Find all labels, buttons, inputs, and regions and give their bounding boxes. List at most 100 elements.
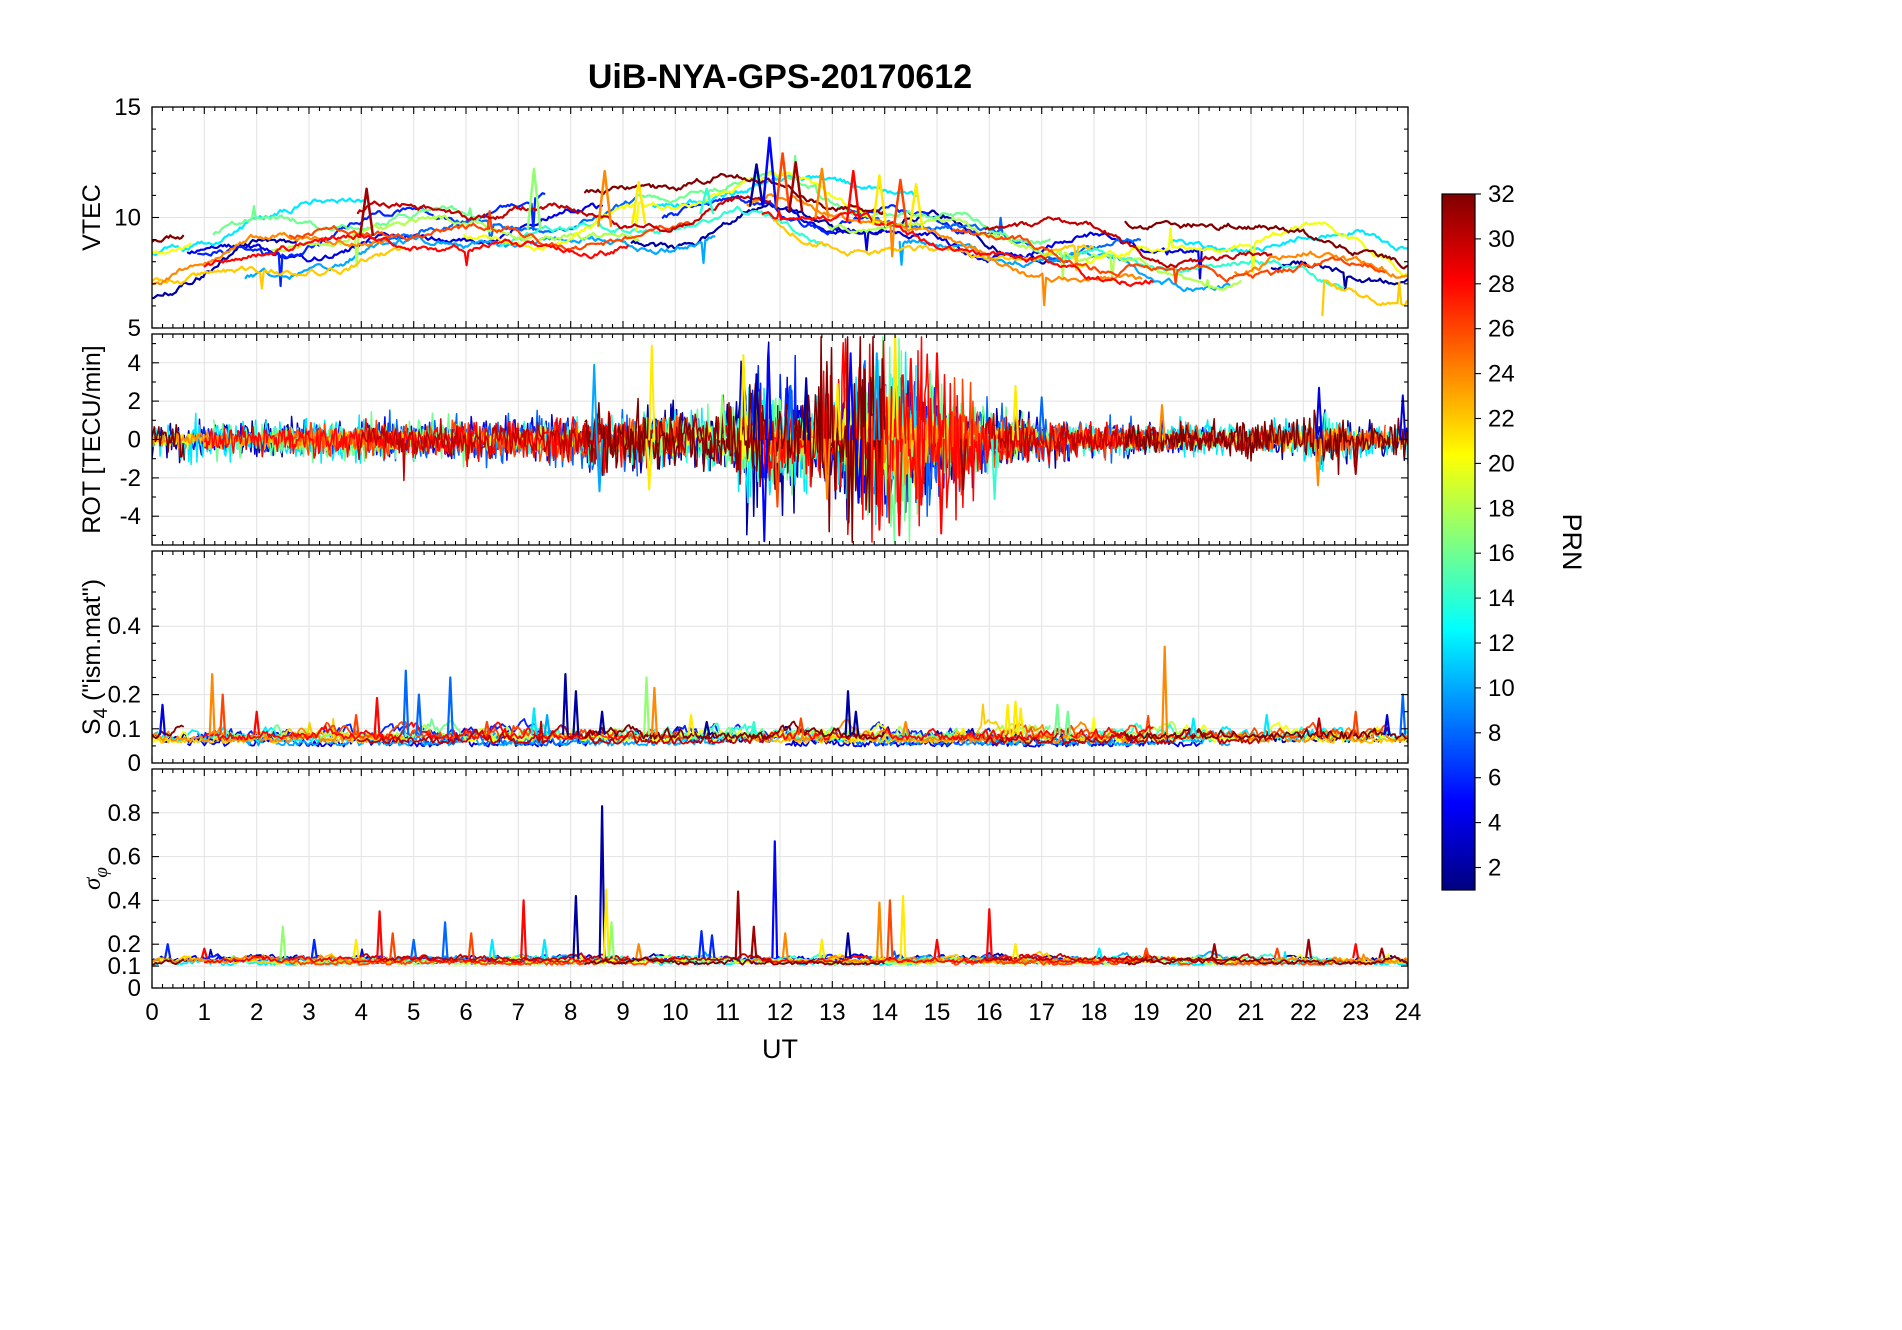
spike (752, 373, 761, 441)
spike (818, 938, 826, 959)
spike (483, 720, 491, 735)
spike (1315, 386, 1323, 441)
spike (833, 382, 842, 441)
y-tick-label: 0 (128, 750, 141, 777)
spike (854, 438, 863, 504)
spike (852, 710, 860, 735)
x-tick-label: 7 (512, 999, 525, 1026)
x-tick-label: 1 (198, 999, 211, 1026)
panel-vtec-box (151, 106, 1409, 329)
chart-title: UiB-NYA-GPS-20170612 (587, 58, 973, 96)
colorbar-tick-label: 22 (1488, 406, 1515, 433)
spike (902, 720, 910, 735)
panel-rot-ticks (151, 334, 1409, 545)
x-tick-label: 22 (1290, 999, 1317, 1026)
colorbar-tick-label: 18 (1488, 495, 1515, 522)
spike (1383, 714, 1391, 735)
panel-vtec-series (152, 136, 1408, 317)
spike (959, 438, 967, 491)
spike (892, 178, 908, 228)
spike (164, 943, 172, 959)
spike (488, 938, 496, 959)
spike (786, 384, 795, 441)
colorbar-tick-label: 16 (1488, 540, 1515, 567)
spike (845, 169, 861, 223)
spike (1142, 947, 1150, 959)
spike (748, 163, 764, 207)
x-tick-label: 18 (1081, 999, 1108, 1026)
spike (788, 161, 804, 212)
spike (572, 690, 580, 735)
y-tick-label: 0.6 (108, 844, 141, 871)
spike (598, 805, 606, 959)
colorbar-tick-label: 8 (1488, 720, 1501, 747)
spike (917, 438, 925, 506)
spike (876, 901, 883, 959)
x-tick-label: 17 (1028, 999, 1055, 1026)
spike (402, 669, 410, 735)
spike (764, 348, 773, 441)
y-tick-label: 0 (128, 427, 141, 454)
spike (708, 934, 716, 959)
spike (253, 710, 261, 735)
spike (1190, 717, 1197, 735)
x-tick-label: 23 (1342, 999, 1369, 1026)
spike (760, 438, 768, 543)
spike (1017, 707, 1025, 735)
panel-sigma-phi-box (151, 768, 1409, 989)
spike (352, 938, 360, 959)
colorbar-ticks (1475, 193, 1481, 869)
panel-s4-ticks (151, 551, 1409, 764)
spike (797, 717, 805, 735)
spike (631, 180, 647, 225)
spike (1399, 394, 1407, 441)
spike (389, 932, 397, 959)
y-tick-label: 0.8 (108, 800, 141, 827)
x-tick-label: 16 (976, 999, 1003, 1026)
spike (1352, 710, 1360, 735)
spike (441, 921, 449, 959)
colorbar-tick-label: 30 (1488, 226, 1515, 253)
x-tick-label: 2 (250, 999, 263, 1026)
panel-rot-ylabel: ROT [TECU/min] (78, 345, 106, 533)
colorbar-tick-label: 26 (1488, 316, 1515, 343)
y-tick-label: 0 (128, 975, 141, 1002)
spike (415, 693, 423, 735)
spike (990, 438, 999, 500)
spike (352, 714, 360, 735)
x-tick-label: 24 (1395, 999, 1422, 1026)
panel-rot-box (151, 333, 1409, 546)
spike (886, 899, 894, 959)
x-tick-label: 5 (407, 999, 420, 1026)
panel-s4-box (151, 550, 1409, 764)
spike (739, 354, 747, 441)
spike (572, 894, 580, 959)
spike (895, 438, 903, 537)
spike (373, 696, 381, 735)
spike (1158, 404, 1166, 441)
y-tick-label: 0.4 (108, 887, 141, 914)
x-tick-label: 21 (1238, 999, 1265, 1026)
spike (279, 925, 287, 959)
spike (1378, 947, 1386, 959)
x-tick-label: 0 (145, 999, 158, 1026)
y-tick-label: 15 (114, 94, 141, 121)
panel-s4-ytick-labels: 0 0.1 0.2 0.4 (108, 613, 141, 777)
spike (526, 167, 542, 230)
spike (1053, 703, 1061, 735)
spike (687, 714, 695, 735)
spike (734, 890, 742, 959)
spike (310, 938, 318, 959)
x-tick-label: 12 (767, 999, 794, 1026)
colorbar-tick-label: 14 (1488, 585, 1515, 612)
spike (530, 707, 538, 735)
colorbar-tick-label: 32 (1488, 181, 1515, 208)
y-tick-label: 0.4 (108, 613, 141, 640)
spike (899, 894, 907, 959)
spike (771, 840, 779, 959)
y-tick-label: 0.2 (108, 931, 141, 958)
spike (1263, 714, 1271, 735)
spike (1064, 710, 1072, 735)
x-tick-label: 8 (564, 999, 577, 1026)
